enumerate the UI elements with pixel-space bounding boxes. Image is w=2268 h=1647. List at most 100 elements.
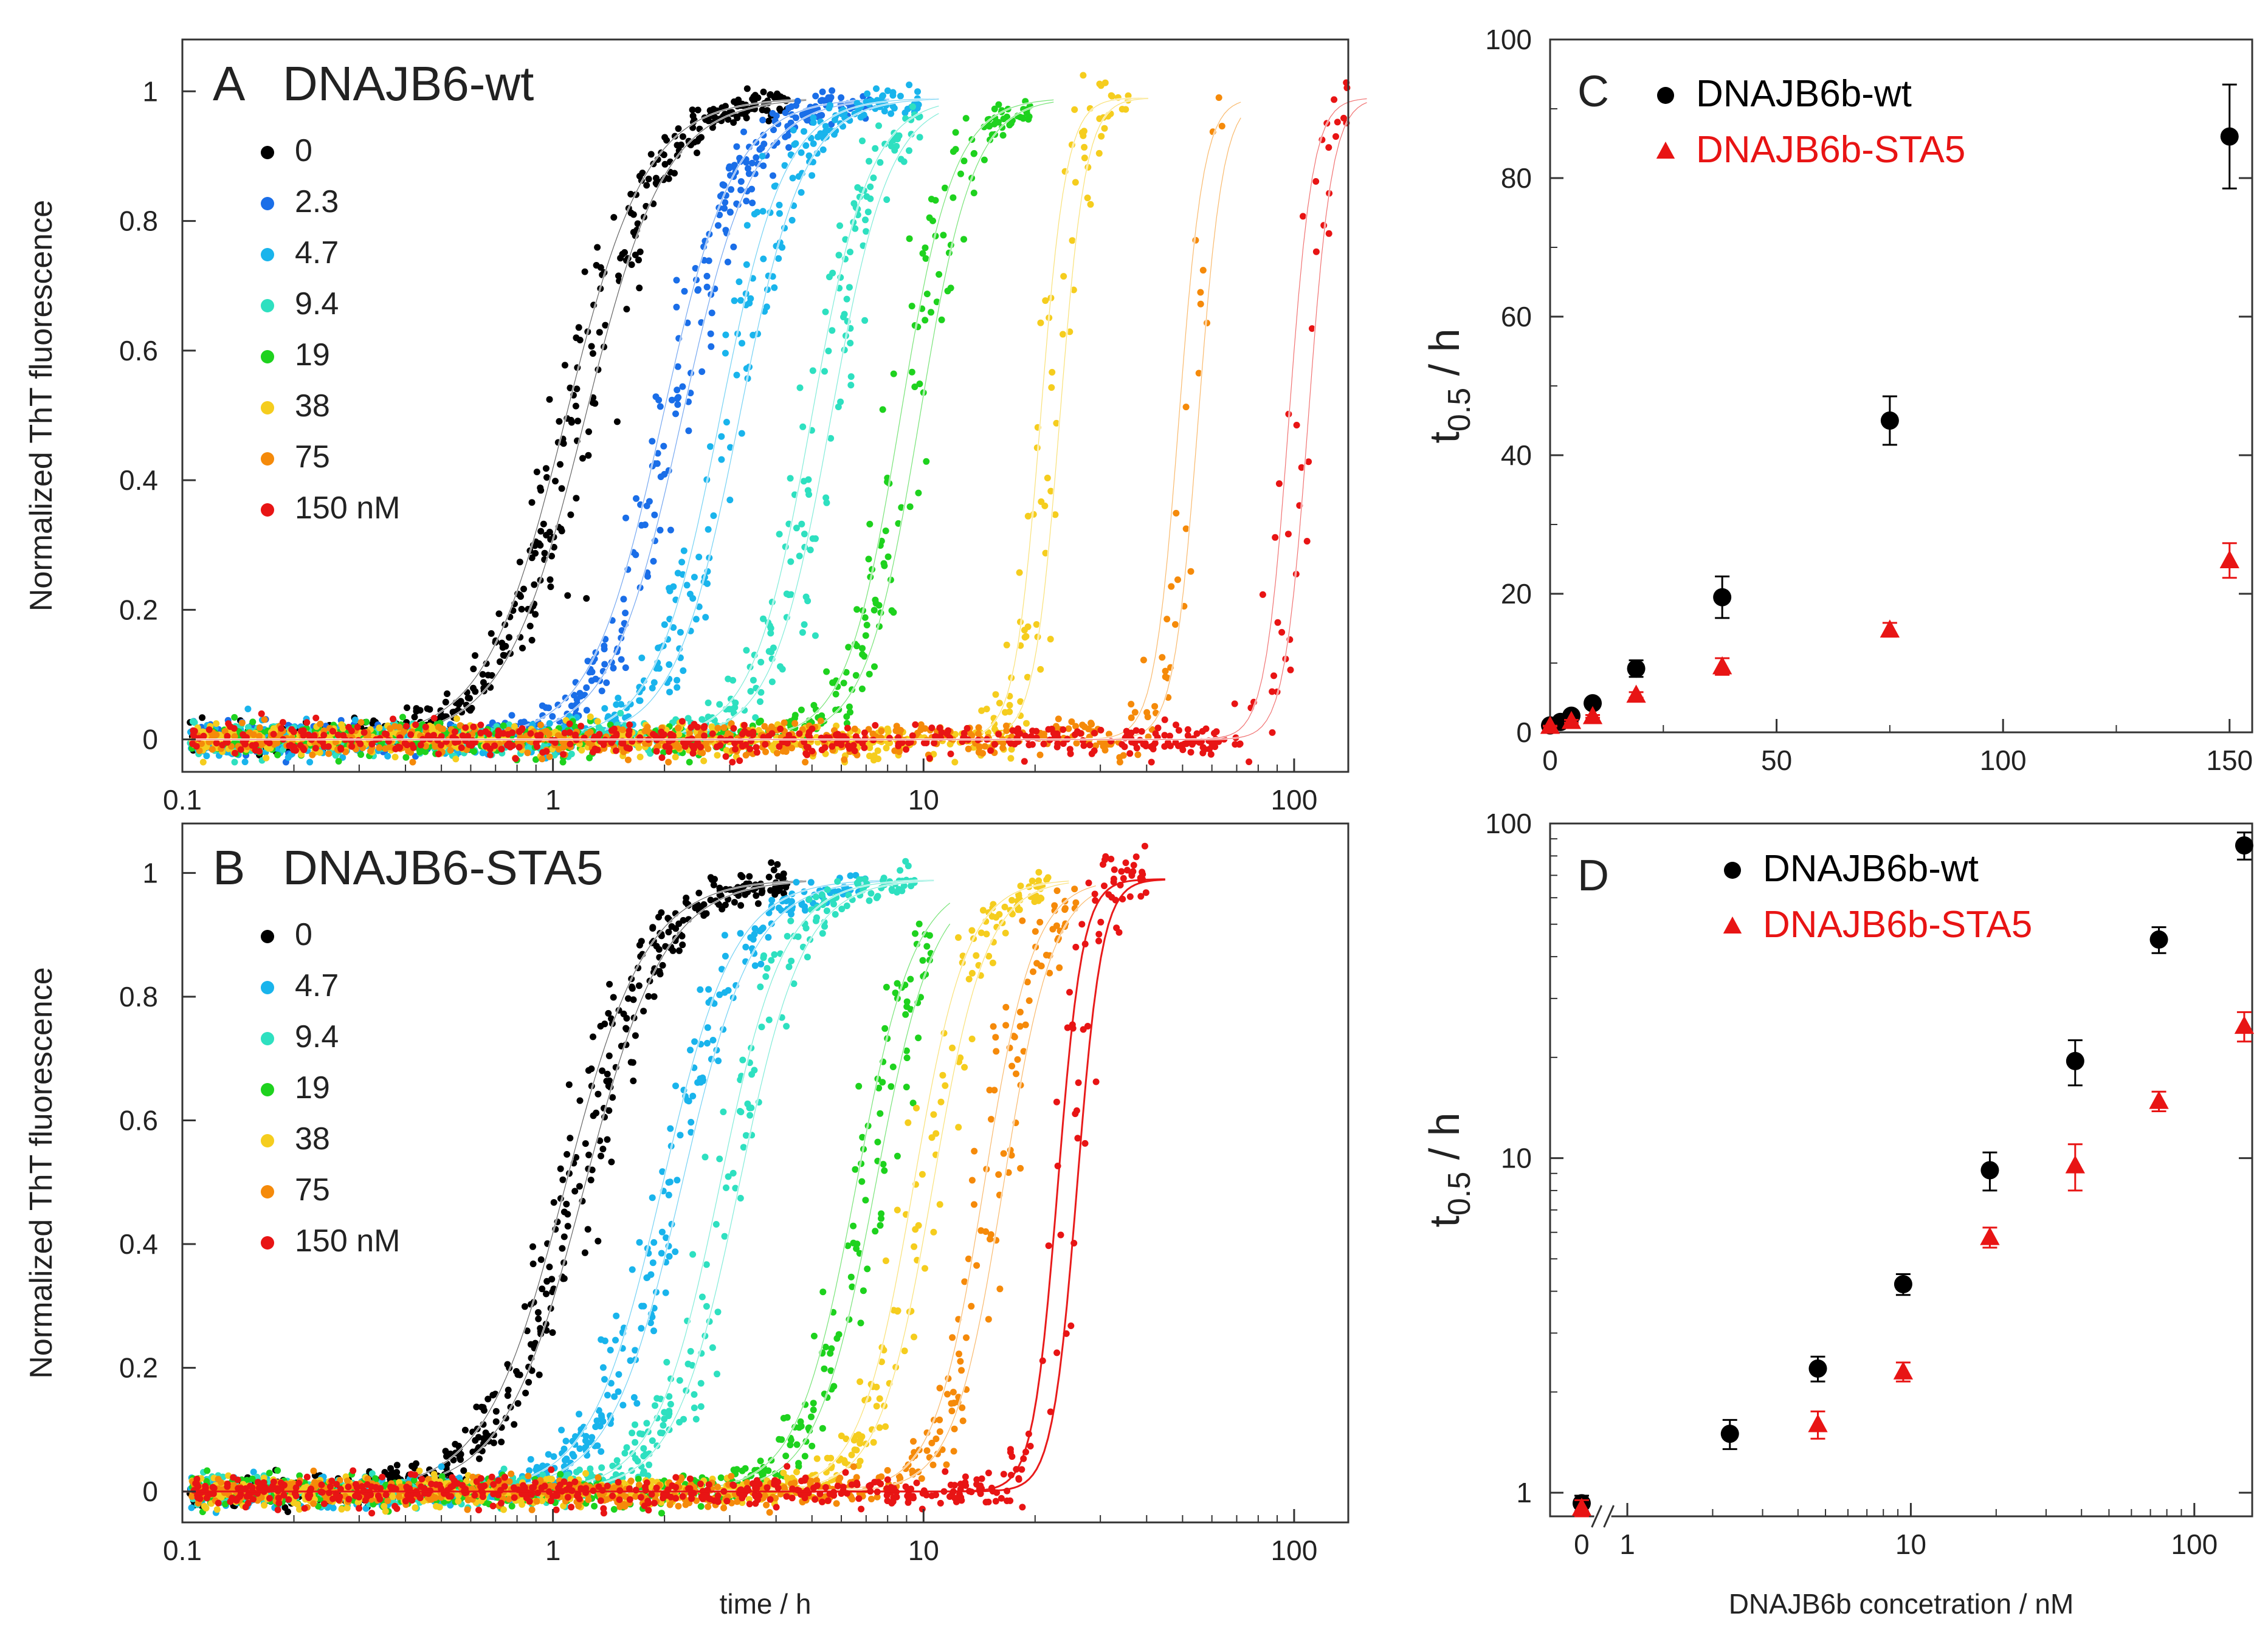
legend-marker	[261, 197, 274, 210]
data-point	[468, 742, 475, 749]
data-point	[859, 645, 866, 652]
data-point	[303, 719, 311, 726]
data-point	[1305, 458, 1312, 466]
data-point	[709, 1037, 717, 1044]
data-point	[1181, 740, 1188, 748]
data-point	[793, 879, 800, 886]
data-point	[649, 925, 657, 932]
data-point	[546, 396, 553, 403]
data-point	[694, 287, 701, 294]
data-point	[473, 1403, 480, 1411]
data-point	[543, 1290, 550, 1298]
data-point	[1325, 230, 1332, 237]
data-point	[1161, 743, 1168, 750]
data-point	[886, 735, 893, 741]
data-point	[708, 343, 715, 350]
data-point	[719, 181, 726, 188]
data-point	[1068, 718, 1075, 725]
data-point	[649, 1259, 657, 1267]
data-point	[480, 679, 487, 686]
data-point	[675, 724, 681, 732]
data-point	[926, 755, 933, 762]
data-point	[1284, 531, 1292, 538]
legend-marker	[261, 299, 274, 312]
data-point	[520, 585, 527, 593]
data-point	[774, 873, 782, 880]
data-point	[692, 616, 700, 623]
data-point	[753, 892, 760, 899]
data-point	[389, 1469, 396, 1476]
data-point	[823, 668, 830, 675]
data-point	[680, 667, 687, 674]
data-point	[903, 746, 909, 753]
data-point	[607, 737, 615, 744]
data-point	[879, 406, 886, 413]
data-point	[653, 748, 660, 755]
data-point	[726, 163, 733, 170]
data-point	[711, 114, 719, 121]
data-point	[853, 100, 861, 107]
data-point	[976, 743, 983, 751]
data-point	[888, 110, 895, 117]
data-point	[730, 725, 737, 732]
data-point	[863, 622, 870, 628]
data-point	[585, 428, 592, 435]
data-point	[382, 745, 389, 752]
data-point	[865, 555, 872, 563]
data-point	[650, 1239, 658, 1246]
data-point	[872, 722, 879, 729]
data-point	[1218, 123, 1225, 129]
data-point	[677, 628, 684, 636]
data-point	[1007, 120, 1015, 127]
data-point	[928, 309, 934, 316]
data-point	[258, 710, 265, 717]
data-point	[879, 92, 886, 99]
data-point	[1154, 724, 1162, 732]
data-point	[805, 476, 812, 483]
data-point	[694, 150, 700, 156]
data-point	[723, 747, 730, 754]
data-point	[622, 610, 629, 617]
data-point	[594, 244, 601, 251]
data-point	[787, 558, 794, 565]
data-point	[595, 724, 602, 731]
data-point	[629, 985, 636, 992]
data-point	[687, 390, 694, 397]
data-point	[960, 157, 968, 165]
data-point	[776, 210, 783, 217]
data-point	[701, 732, 708, 740]
data-point	[796, 384, 804, 391]
data-point	[781, 719, 788, 726]
data-point	[560, 751, 567, 758]
data-point	[486, 745, 494, 752]
data-point	[526, 744, 533, 751]
data-point	[694, 106, 701, 114]
data-point	[779, 244, 786, 251]
data-point	[623, 306, 630, 313]
data-point	[658, 754, 666, 762]
data-point	[861, 614, 869, 621]
data-point	[871, 663, 878, 670]
data-point	[590, 749, 597, 755]
data-point	[686, 758, 693, 766]
data-point	[617, 710, 624, 717]
data-point	[514, 1400, 522, 1407]
data-point	[760, 140, 768, 148]
data-point	[771, 891, 779, 898]
data-point	[931, 740, 938, 747]
data-point	[1033, 727, 1040, 735]
data-point	[622, 1025, 630, 1032]
data-point	[1080, 737, 1087, 744]
data-point	[627, 191, 635, 198]
data-point	[660, 749, 667, 756]
data-point	[1246, 758, 1253, 765]
data-point	[667, 526, 674, 534]
data-point	[312, 744, 319, 752]
data-point	[748, 159, 756, 167]
data-point	[810, 140, 817, 147]
data-point	[794, 97, 801, 105]
data-point	[584, 1226, 591, 1233]
data-point	[387, 725, 394, 732]
data-point	[452, 755, 460, 763]
data-point	[655, 644, 662, 652]
